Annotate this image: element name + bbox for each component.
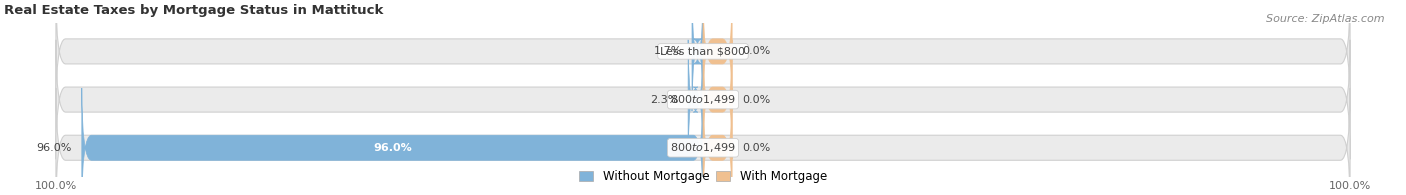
Text: Real Estate Taxes by Mortgage Status in Mattituck: Real Estate Taxes by Mortgage Status in … (4, 4, 384, 17)
Text: 0.0%: 0.0% (742, 95, 770, 105)
Text: 96.0%: 96.0% (373, 143, 412, 153)
FancyBboxPatch shape (56, 0, 1350, 111)
Text: 0.0%: 0.0% (742, 143, 770, 153)
FancyBboxPatch shape (703, 88, 733, 195)
Text: 1.7%: 1.7% (654, 46, 682, 56)
FancyBboxPatch shape (56, 40, 1350, 159)
Legend: Without Mortgage, With Mortgage: Without Mortgage, With Mortgage (579, 170, 827, 183)
Text: Less than $800: Less than $800 (661, 46, 745, 56)
Text: 96.0%: 96.0% (37, 143, 72, 153)
Text: Source: ZipAtlas.com: Source: ZipAtlas.com (1267, 14, 1385, 24)
FancyBboxPatch shape (692, 0, 703, 111)
Text: $800 to $1,499: $800 to $1,499 (671, 93, 735, 106)
FancyBboxPatch shape (703, 40, 733, 159)
Text: 2.3%: 2.3% (650, 95, 679, 105)
FancyBboxPatch shape (56, 88, 1350, 195)
FancyBboxPatch shape (703, 0, 733, 111)
FancyBboxPatch shape (82, 88, 703, 195)
Text: 0.0%: 0.0% (742, 46, 770, 56)
FancyBboxPatch shape (688, 40, 703, 159)
Text: $800 to $1,499: $800 to $1,499 (671, 141, 735, 154)
